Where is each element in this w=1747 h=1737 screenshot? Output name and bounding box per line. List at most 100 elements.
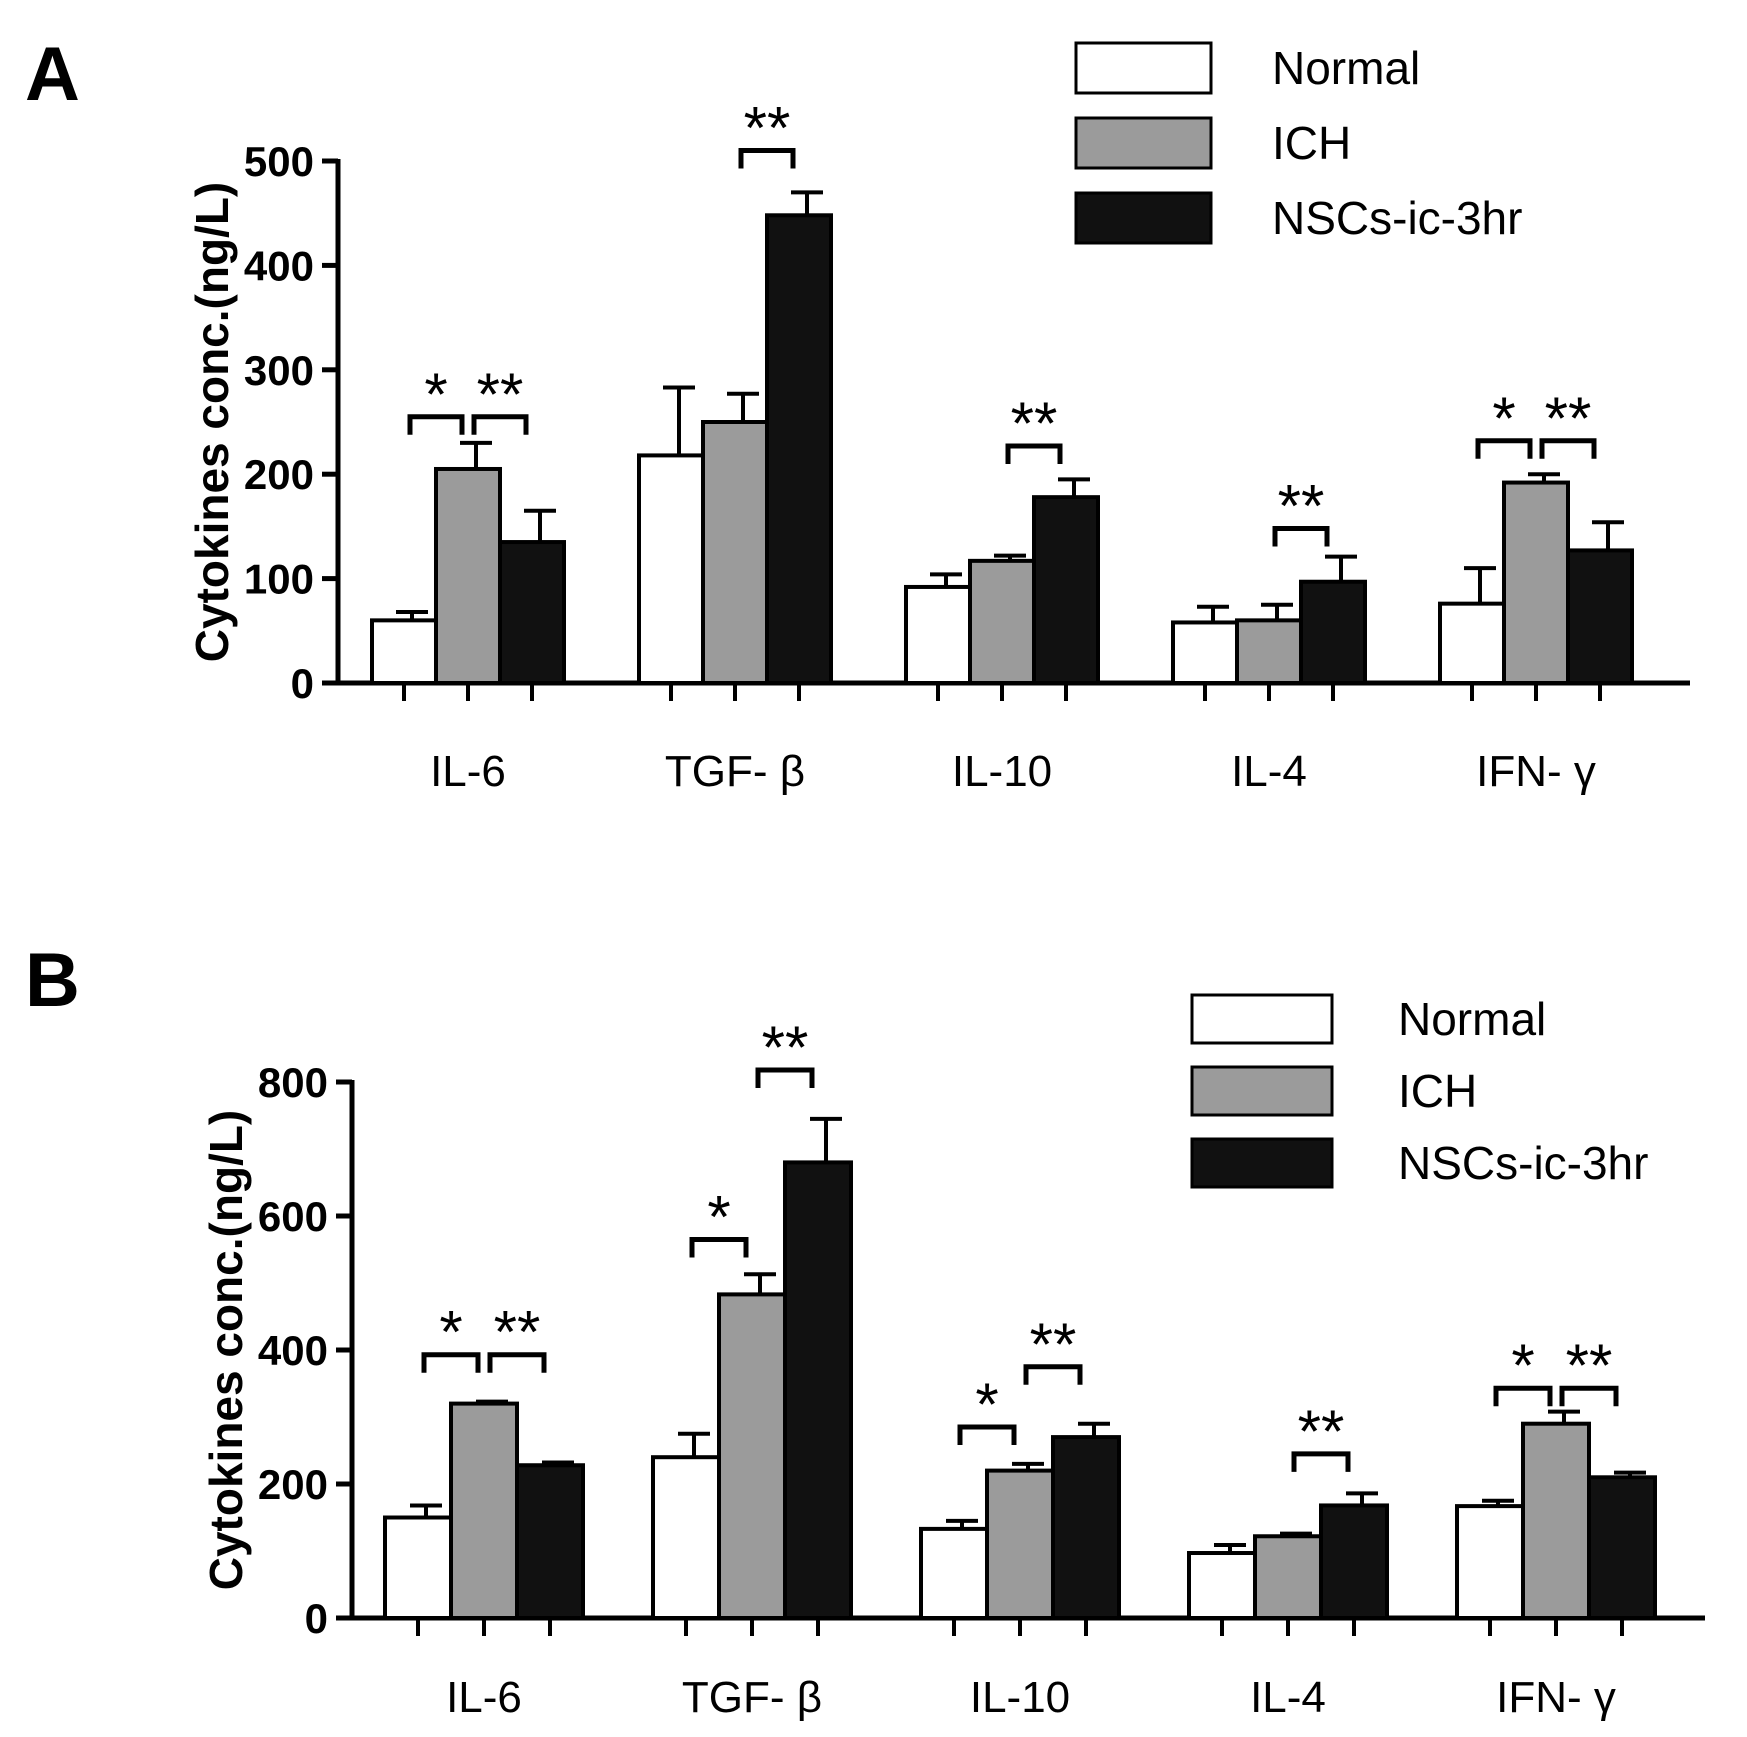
significance-marker: ** [744, 95, 791, 162]
significance-bracket [1559, 1385, 1619, 1407]
legend-label: ICH [1398, 1065, 1477, 1117]
significance-marker: ** [494, 1299, 541, 1366]
y-tick-label: 200 [258, 1461, 328, 1508]
significance-marker: ** [1566, 1332, 1613, 1399]
bar [1187, 1551, 1257, 1621]
significance-bracket [1291, 1451, 1351, 1472]
significance-bracket [957, 1424, 1017, 1446]
legend-label: NSCs-ic-3hr [1398, 1137, 1648, 1189]
bar [717, 1292, 787, 1620]
panel-letter: B [25, 938, 80, 1023]
legend-label: Normal [1398, 993, 1546, 1045]
category-label: IFN- γ [1496, 1673, 1616, 1722]
y-tick-label: 300 [244, 347, 314, 394]
significance-marker: * [1492, 385, 1515, 452]
panel-a: A Cytokines conc.(ng/L) 0 100 200 300 400 500 IL… [25, 32, 1690, 796]
legend-swatch [1190, 993, 1334, 1045]
y-tick-label: 0 [305, 1595, 328, 1642]
significance-marker: * [424, 361, 447, 428]
y-tick-label: 0 [291, 660, 314, 707]
y-tick-label: 800 [258, 1059, 328, 1106]
bar [515, 1463, 585, 1620]
significance-bracket [1539, 438, 1597, 459]
category-label: TGF- β [665, 747, 805, 796]
bar [919, 1526, 989, 1621]
y-axis-label: Cytokines conc.(ng/L) [186, 182, 238, 662]
bar [1566, 548, 1634, 685]
y-tick-label: 100 [244, 556, 314, 603]
significance-marker: ** [1011, 390, 1058, 457]
category-label: IFN- γ [1476, 747, 1596, 796]
bar [1171, 620, 1239, 685]
significance-bracket [755, 1067, 815, 1088]
legend-swatch [1190, 1137, 1334, 1189]
category-label: IL-6 [430, 747, 506, 796]
bar [985, 1468, 1055, 1620]
category-label: IL-4 [1250, 1673, 1326, 1722]
bar [434, 466, 502, 686]
bar [1253, 1534, 1323, 1621]
significance-bracket [1005, 443, 1063, 465]
bar [1051, 1435, 1121, 1620]
bar [783, 1160, 853, 1621]
significance-marker: * [439, 1299, 462, 1366]
significance-marker: * [1511, 1332, 1534, 1399]
significance-bracket [421, 1352, 481, 1373]
significance-bracket [471, 414, 529, 435]
panel-letter: A [25, 32, 80, 117]
bar [383, 1515, 453, 1620]
significance-bracket [407, 414, 465, 435]
significance-marker: ** [1030, 1311, 1077, 1378]
legend-swatch [1074, 191, 1213, 245]
significance-marker: * [975, 1371, 998, 1438]
significance-marker: ** [1298, 1398, 1345, 1465]
bar [1587, 1475, 1657, 1621]
bar [370, 618, 438, 685]
bar [701, 420, 769, 685]
bar [1235, 618, 1303, 685]
panel-b: B Cytokines conc.(ng/L) 0 200 400 600 800 IL-6 T… [25, 938, 1705, 1722]
significance-bracket [1023, 1364, 1083, 1385]
bar [765, 213, 833, 685]
category-label: IL-6 [446, 1673, 522, 1722]
bar [651, 1455, 721, 1620]
legend-label: ICH [1272, 117, 1351, 169]
y-tick-label: 600 [258, 1193, 328, 1240]
significance-bracket [1475, 438, 1533, 459]
bar [1521, 1421, 1591, 1620]
bar [1299, 579, 1367, 685]
significance-bracket [1272, 525, 1330, 547]
bar [1438, 601, 1506, 686]
y-tick-label: 200 [244, 451, 314, 498]
legend-swatch [1074, 116, 1213, 170]
significance-marker: * [707, 1183, 730, 1250]
legend-swatch [1074, 41, 1213, 95]
y-axis-label: Cytokines conc.(ng/L) [200, 1110, 252, 1590]
bar [1032, 495, 1100, 685]
legend-swatch [1190, 1065, 1334, 1117]
significance-bracket [487, 1352, 547, 1373]
significance-marker: ** [762, 1014, 809, 1081]
y-tick-label: 400 [244, 242, 314, 289]
y-tick-label: 400 [258, 1327, 328, 1374]
bar [498, 540, 566, 685]
bar [904, 584, 972, 686]
category-label: IL-10 [952, 747, 1052, 796]
category-label: TGF- β [682, 1673, 822, 1722]
legend-label: Normal [1272, 42, 1420, 94]
bar [637, 453, 705, 685]
significance-marker: ** [1278, 472, 1325, 539]
bar [1319, 1503, 1389, 1620]
significance-bracket [738, 148, 796, 169]
y-tick-label: 500 [244, 138, 314, 185]
bar [1502, 480, 1570, 685]
significance-bracket [1493, 1385, 1553, 1407]
bar [1455, 1504, 1525, 1620]
significance-bracket [689, 1236, 749, 1258]
bar [449, 1401, 519, 1620]
significance-marker: ** [1545, 385, 1592, 452]
bar [968, 558, 1036, 685]
category-label: IL-10 [970, 1673, 1070, 1722]
significance-marker: ** [477, 361, 524, 428]
